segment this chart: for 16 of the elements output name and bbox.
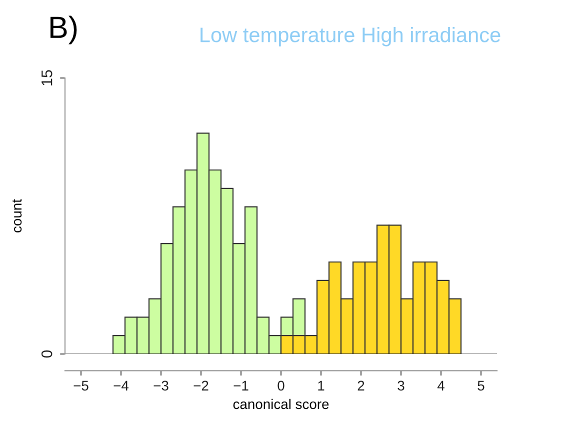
y-tick-label: 15 (42, 70, 52, 86)
text: B) (50, 16, 77, 44)
x-tick-label: 2 (358, 380, 364, 390)
x-tick-label: 1 (318, 380, 324, 390)
x-tick-label: −1 (234, 380, 248, 390)
x-tick-label: −3 (154, 380, 168, 391)
chart-title: Low temperature High irradiance (200, 26, 500, 46)
x-tick-label: 0 (278, 380, 284, 391)
x-tick-label: −5 (74, 380, 88, 391)
x-tick-label: 3 (398, 380, 404, 391)
y-axis-title: count (12, 199, 22, 232)
x-axis-title: canonical score (233, 398, 329, 410)
x-tick-label: −2 (194, 380, 208, 390)
x-tick-label: 4 (437, 380, 444, 390)
x-tick-label: −4 (114, 380, 129, 390)
x-tick-label: 5 (478, 380, 484, 391)
